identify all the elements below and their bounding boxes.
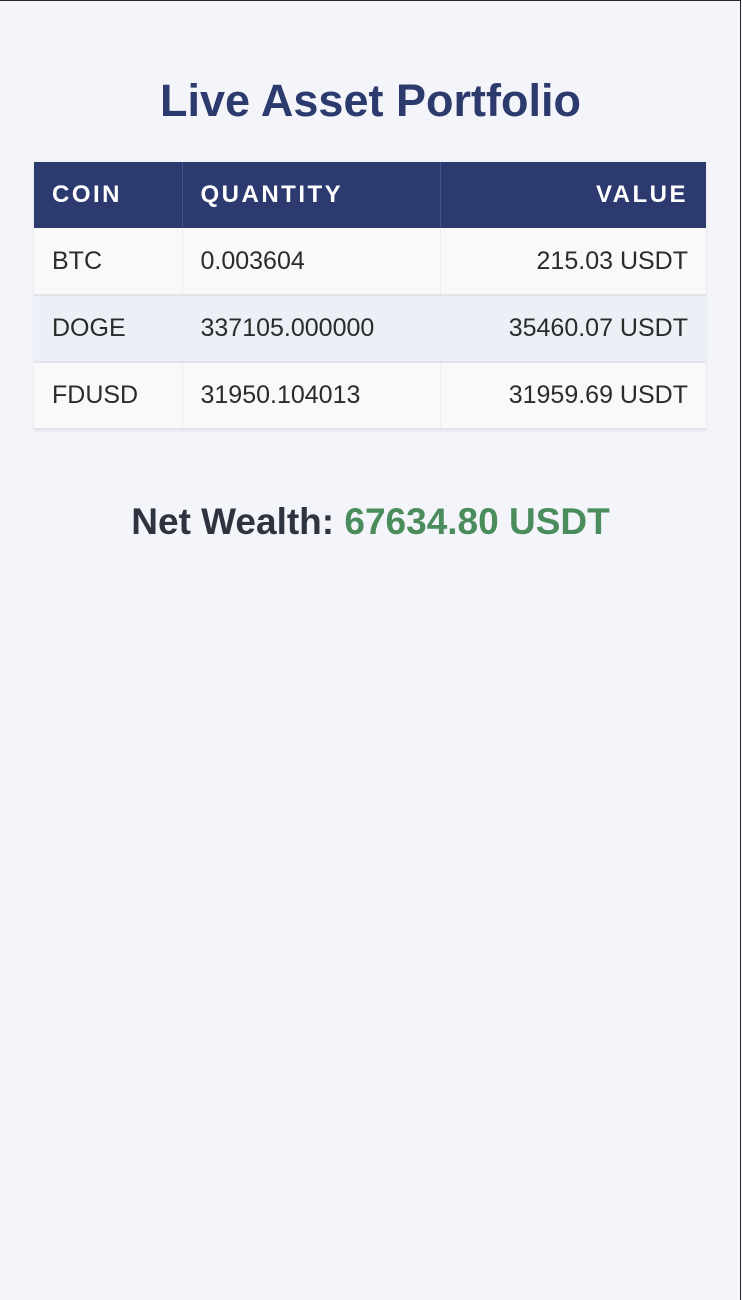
column-header-value: VALUE <box>440 162 706 228</box>
net-wealth-summary: Net Wealth: 67634.80 USDT <box>0 497 741 547</box>
cell-quantity: 31950.104013 <box>182 362 441 430</box>
net-wealth-label: Net Wealth: <box>131 501 335 542</box>
net-wealth-amount: 67634.80 USDT <box>344 501 610 542</box>
table-row: FDUSD 31950.104013 31959.69 USDT <box>34 362 706 430</box>
cell-coin: BTC <box>34 228 183 296</box>
table-row: DOGE 337105.000000 35460.07 USDT <box>34 295 706 363</box>
cell-value: 215.03 USDT <box>440 228 706 296</box>
cell-value: 35460.07 USDT <box>440 295 706 363</box>
table-header-row: COIN QUANTITY VALUE <box>34 162 706 228</box>
portfolio-table: COIN QUANTITY VALUE BTC 0.003604 215.03 … <box>34 162 706 430</box>
page-title: Live Asset Portfolio <box>160 75 581 126</box>
table-row: BTC 0.003604 215.03 USDT <box>34 228 706 296</box>
cell-quantity: 337105.000000 <box>182 295 441 363</box>
cell-quantity: 0.003604 <box>182 228 441 296</box>
cell-coin: FDUSD <box>34 362 183 430</box>
column-header-quantity: QUANTITY <box>182 162 441 228</box>
column-header-coin: COIN <box>34 162 183 228</box>
cell-value: 31959.69 USDT <box>440 362 706 430</box>
cell-coin: DOGE <box>34 295 183 363</box>
